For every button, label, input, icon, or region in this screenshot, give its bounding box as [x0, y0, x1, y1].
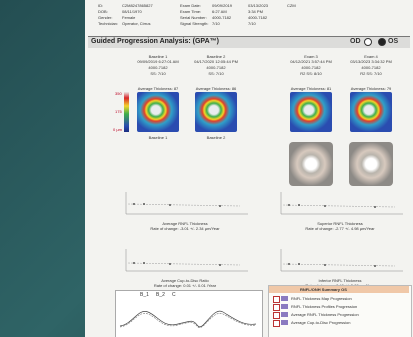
trend-plot [120, 190, 250, 220]
summary-icon [281, 296, 288, 301]
summary-item: Average Cup-to-Disc Progression [291, 321, 351, 325]
exam-field-label: Signal Strength: [180, 22, 208, 26]
tsnit-plot [118, 300, 258, 336]
exam-field-label: Serial Number: [180, 16, 207, 20]
exam-avg: Average Thickness: 81 [283, 87, 339, 91]
summary-icon [281, 312, 288, 317]
onh-image [289, 142, 333, 186]
exam-date: 04/12/2021 3:57:44 PM [283, 60, 339, 64]
exam-field-label: Exam Time: [180, 10, 201, 14]
summary-item: RNFL Thickness Profiles Progression [291, 305, 357, 309]
eye: OD [350, 38, 361, 45]
exam-ss: R2 SS: 8/10 [283, 72, 339, 76]
exam-field-value: 7/10 [248, 22, 256, 26]
exam-field-value: 4000-7182 [248, 16, 267, 20]
header-value: C2M8247865827 [122, 4, 153, 8]
exam-field-value: 3:34 PM [248, 10, 263, 14]
map-caption: Baseline 1 [130, 136, 186, 140]
scale-label: 0 µm [113, 128, 122, 132]
exam-date: 09/09/2019 6:27:01 AM [130, 60, 186, 64]
exam-field-value: 6:27 AM [212, 10, 227, 14]
exam-serial: 4000-7182 [343, 66, 399, 70]
exam-serial: 4000-7182 [283, 66, 339, 70]
header-value: Operator, Cirrus [122, 22, 150, 26]
exam-field-value: 03/13/2023 [248, 4, 268, 8]
exam-date: 03/13/2023 3:34:32 PM [343, 60, 399, 64]
title: Guided Progression Analysis: (GPA™) [91, 38, 219, 45]
chart-rate: Rate of change: -2.77 +/- 4.98 µm/Year [275, 227, 405, 231]
chart-rate: Rate of change: -3.01 +/- 2.34 µm/Year [120, 227, 250, 231]
scale-label: 350 [115, 92, 122, 96]
header-label: Technician: [98, 22, 118, 26]
trend-plot [120, 247, 250, 277]
exam-serial: 4000-7182 [188, 66, 244, 70]
exam-field-value: 4000-7182 [212, 16, 231, 20]
summary-item: Average RNFL Thickness Progression [291, 313, 359, 317]
summary-title: RNFL/ONH Summary OS [300, 288, 347, 292]
thickness-map [290, 92, 332, 132]
summary-checkbox [273, 312, 280, 319]
header-value: 08/11/1970 [122, 10, 142, 14]
exam-avg: Average Thickness: 79 [343, 87, 399, 91]
summary-checkbox [273, 320, 280, 327]
thickness-map [350, 92, 392, 132]
header-label: Gender: [98, 16, 112, 20]
exam-field-label: Exam Date: [180, 4, 201, 8]
summary-checkbox [273, 304, 280, 311]
brand: CZM [287, 4, 296, 8]
eye-radio [364, 38, 372, 46]
exam-ss: R2 SS: 7/10 [343, 72, 399, 76]
exam-serial: 4000-7182 [130, 66, 186, 70]
color-scale [124, 92, 129, 132]
exam-ss: SS: 7/10 [130, 72, 186, 76]
map-caption: Baseline 2 [188, 136, 244, 140]
tsnit-legend: B_2 [156, 293, 165, 298]
header-label: ID: [98, 4, 103, 8]
onh-image [349, 142, 393, 186]
header-value: Female [122, 16, 135, 20]
exam-date: 04/17/2020 12:05:44 PM [188, 60, 244, 64]
eye-radio-selected [378, 38, 386, 46]
exam-avg: Average Thickness: 87 [130, 87, 186, 91]
thickness-map [195, 92, 237, 132]
header-label: DOB: [98, 10, 108, 14]
eye: OS [388, 38, 398, 45]
thickness-map [137, 92, 179, 132]
chart-rate: Rate of change: 0.01 +/- 0.01 /Year [120, 284, 250, 288]
photo: ID: C2M8247865827 DOB: 08/11/1970 Gender: Fem… [0, 0, 413, 337]
trend-plot [275, 247, 405, 277]
exam-avg: Average Thickness: 86 [188, 87, 244, 91]
trend-plot [275, 190, 405, 220]
summary-icon [281, 304, 288, 309]
summary-checkbox [273, 296, 280, 303]
tsnit-legend: C [172, 293, 176, 298]
exam-field-value: 7/10 [212, 22, 220, 26]
summary-item: RNFL Thickness Map Progression [291, 297, 352, 301]
exam-field-value: 09/09/2019 [212, 4, 232, 8]
exam-ss: SS: 7/10 [188, 72, 244, 76]
tsnit-legend: B_1 [140, 293, 149, 298]
scale-label: 175 [115, 110, 122, 114]
summary-icon [281, 320, 288, 325]
